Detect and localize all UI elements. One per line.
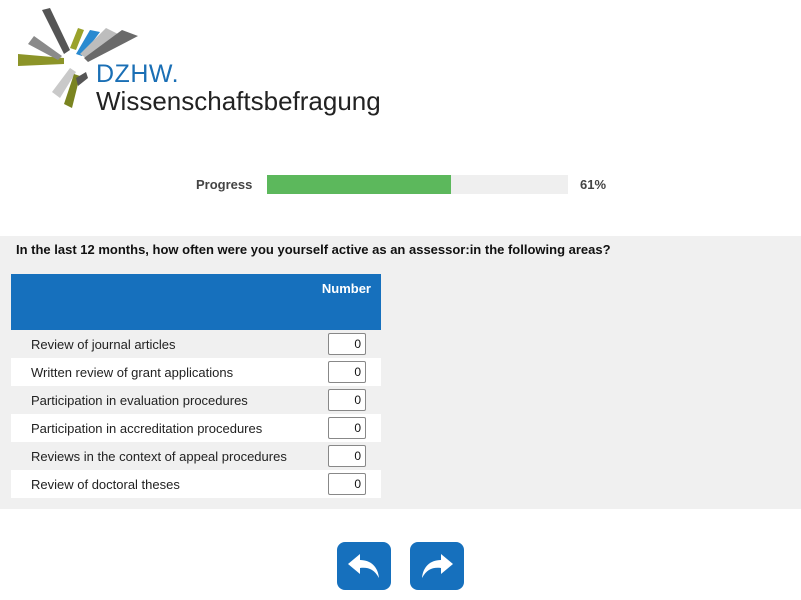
count-input[interactable] [328, 417, 366, 439]
grid-rows: Review of journal articles Written review… [11, 330, 381, 498]
answer-grid: Number Review of journal articles Written… [11, 274, 381, 498]
table-row: Participation in evaluation procedures [11, 386, 381, 414]
count-input[interactable] [328, 473, 366, 495]
column-header-number: Number [321, 281, 371, 296]
table-row: Written review of grant applications [11, 358, 381, 386]
table-row: Reviews in the context of appeal procedu… [11, 442, 381, 470]
undo-arrow-icon [348, 554, 379, 578]
back-button[interactable] [337, 542, 391, 590]
redo-arrow-icon [422, 554, 453, 578]
row-label: Review of doctoral theses [31, 477, 180, 492]
logo-name-text: Wissenschaftsbefragung [96, 86, 381, 116]
table-row: Review of doctoral theses [11, 470, 381, 498]
row-label: Written review of grant applications [31, 365, 234, 380]
count-input[interactable] [328, 445, 366, 467]
logo-org-text: DZHW. [96, 60, 180, 88]
row-label: Reviews in the context of appeal procedu… [31, 449, 287, 464]
progress-label: Progress [196, 177, 253, 192]
table-row: Review of journal articles [11, 330, 381, 358]
count-input[interactable] [328, 333, 366, 355]
question-text: In the last 12 months, how often were yo… [16, 242, 611, 257]
progress-bar-fill [267, 175, 451, 194]
progress-percent: 61% [580, 177, 607, 192]
grid-header: Number [11, 274, 381, 330]
count-input[interactable] [328, 389, 366, 411]
next-button[interactable] [410, 542, 464, 590]
logo-burst-icon [18, 8, 138, 108]
row-label: Participation in evaluation procedures [31, 393, 248, 408]
table-row: Participation in accreditation procedure… [11, 414, 381, 442]
progress-bar [267, 175, 568, 194]
row-label: Review of journal articles [31, 337, 176, 352]
row-label: Participation in accreditation procedure… [31, 421, 263, 436]
question-panel: In the last 12 months, how often were yo… [0, 236, 801, 509]
dzhw-logo: DZHW. Wissenschaftsbefragung [14, 8, 394, 118]
count-input[interactable] [328, 361, 366, 383]
